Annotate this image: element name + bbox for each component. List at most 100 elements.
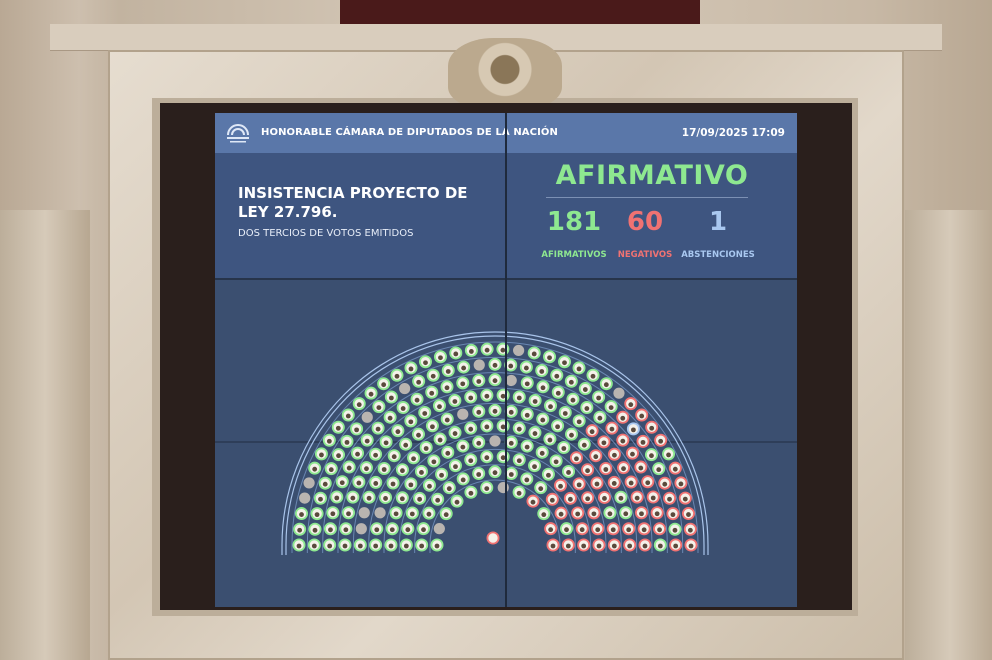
seat-affirmative: [339, 522, 353, 536]
deputy-photo-icon: [296, 543, 302, 549]
seat-negative: [554, 478, 568, 492]
deputy-photo-icon: [672, 466, 678, 472]
deputy-photo-icon: [657, 527, 662, 533]
deputy-photo-icon: [435, 497, 441, 503]
seat-affirmative: [404, 361, 418, 375]
seat-affirmative: [504, 467, 518, 481]
deputy-photo-icon: [461, 365, 467, 371]
deputy-photo-icon: [576, 366, 582, 372]
seat-affirmative: [528, 459, 542, 473]
deputy-photo-icon: [368, 391, 374, 397]
deputy-photo-icon: [388, 395, 394, 401]
deputy-photo-icon: [387, 415, 393, 421]
deputy-photo-icon: [656, 467, 662, 473]
seat-affirmative: [326, 506, 340, 520]
deputy-photo-icon: [416, 432, 421, 438]
deputy-photo-icon: [373, 543, 379, 549]
deputy-photo-icon: [554, 373, 560, 379]
seat-ring: [361, 411, 373, 423]
deputy-photo-icon: [419, 470, 424, 475]
seat-negative: [630, 490, 644, 504]
seat-ring: [513, 344, 525, 357]
deputy-photo-icon: [400, 468, 405, 474]
seat-affirmative: [433, 350, 447, 364]
seat-affirmative: [426, 368, 440, 382]
seat-negative: [616, 433, 630, 447]
seat-negative: [563, 491, 577, 505]
deputy-photo-icon: [389, 527, 395, 533]
deputy-photo-icon: [492, 408, 498, 414]
deputy-photo-icon: [562, 360, 567, 366]
deputy-photo-icon: [639, 413, 645, 419]
seat-affirmative: [372, 400, 386, 414]
seat-affirmative: [480, 481, 494, 495]
seat-affirmative: [379, 435, 393, 449]
seat-affirmative: [414, 464, 428, 478]
deputy-photo-icon: [582, 387, 588, 392]
deputy-photo-icon: [630, 427, 636, 433]
deputy-photo-icon: [430, 424, 435, 430]
deputy-photo-icon: [446, 486, 452, 492]
seat-affirmative: [464, 453, 478, 467]
deputy-photo-icon: [585, 468, 590, 474]
deputy-photo-icon: [408, 366, 414, 372]
deputy-photo-icon: [666, 452, 671, 458]
deputy-photo-icon: [597, 415, 603, 421]
seat-affirmative: [377, 377, 391, 391]
seat-affirmative: [318, 476, 332, 490]
seat-affirmative: [384, 538, 398, 552]
deputy-photo-icon: [350, 495, 356, 501]
deputy-photo-icon: [590, 373, 596, 379]
deputy-photo-icon: [610, 527, 616, 533]
deputy-photo-icon: [311, 543, 317, 549]
president-seat: [486, 531, 500, 545]
result-panel: AFIRMATIVO 181 60 1 AFIRMATIVOS NEGATIVO…: [507, 153, 797, 278]
deputy-photo-icon: [530, 499, 536, 505]
deputy-photo-icon: [409, 511, 415, 517]
deputy-photo-icon: [601, 440, 607, 446]
seat-affirmative: [480, 450, 494, 464]
seat-negative: [674, 476, 688, 490]
deputy-photo-icon: [547, 437, 553, 443]
motion-title: INSISTENCIA PROYECTO DE LEY 27.796.: [238, 184, 468, 221]
seat-negative: [585, 424, 599, 438]
seat-ring: [303, 477, 315, 489]
seat-negative: [624, 475, 638, 489]
seat-affirmative: [577, 437, 591, 451]
seat-absent: [299, 492, 311, 504]
seat-negative: [607, 538, 621, 552]
seat-affirmative: [385, 522, 399, 536]
deputy-photo-icon: [640, 439, 646, 445]
seat-affirmative: [456, 472, 470, 486]
seat-affirmative: [464, 390, 478, 404]
deputy-photo-icon: [395, 429, 401, 435]
seat-affirmative: [377, 462, 391, 476]
seat-affirmative: [572, 361, 586, 375]
seat-affirmative: [379, 490, 393, 504]
seat-negative: [645, 420, 659, 434]
deputy-photo-icon: [555, 390, 561, 396]
panel-seam: [505, 113, 507, 607]
deputy-photo-icon: [516, 395, 522, 401]
row-arc: [398, 448, 592, 553]
seat-affirmative: [419, 441, 433, 455]
seat-affirmative: [341, 408, 355, 422]
seat-affirmative: [564, 427, 578, 441]
deputy-photo-icon: [460, 477, 466, 483]
deputy-photo-icon: [584, 406, 590, 411]
deputy-photo-icon: [383, 440, 389, 446]
deputy-photo-icon: [356, 402, 362, 408]
seat-affirmative: [407, 451, 421, 465]
seat-negative: [575, 522, 589, 536]
deputy-photo-icon: [403, 543, 409, 549]
deputy-photo-icon: [607, 511, 613, 517]
deputy-photo-icon: [620, 438, 626, 444]
seat-affirmative: [604, 400, 618, 414]
deputy-photo-icon: [626, 527, 632, 533]
seat-negative: [607, 475, 621, 489]
seat-affirmative: [413, 491, 427, 505]
seat-affirmative: [480, 419, 494, 433]
deputy-photo-icon: [328, 527, 333, 533]
deputy-photo-icon: [297, 527, 303, 533]
seat-affirmative: [322, 433, 336, 447]
